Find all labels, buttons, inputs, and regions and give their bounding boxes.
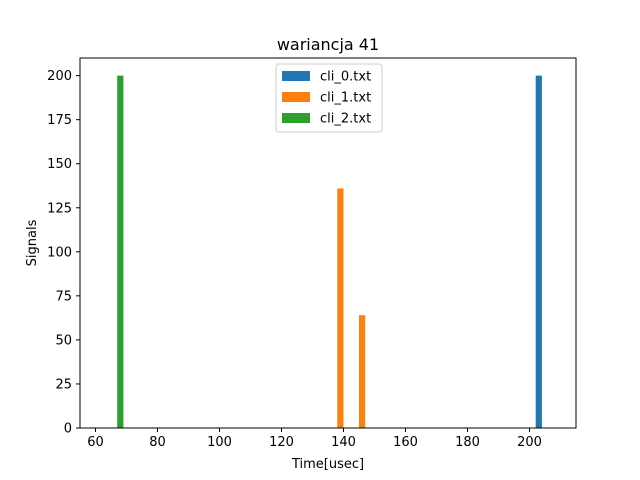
ticks-layer: 60 80 100 120 140 160 180 200 0 25 50 75 100 125 150 17… [47, 69, 542, 450]
y-tick-label-125: 125 [47, 201, 72, 216]
legend-swatch-cli-1-txt [282, 92, 310, 102]
x-axis-label: Time[usec] [291, 457, 364, 472]
bar-cli-1-txt-1 [359, 315, 366, 428]
legend-swatch-cli-0-txt [282, 71, 310, 81]
y-tick-label-75: 75 [55, 289, 72, 304]
x-tick-label-200: 200 [517, 435, 542, 450]
y-axis-label: Signals [25, 219, 40, 266]
y-tick-label-50: 50 [55, 333, 72, 348]
y-tick-label-150: 150 [47, 157, 72, 172]
chart-title: wariancja 41 [277, 35, 379, 54]
x-tick-label-60: 60 [87, 435, 104, 450]
x-tick-label-120: 120 [269, 435, 294, 450]
legend-label-cli-1-txt: cli_1.txt [320, 91, 371, 106]
bar-cli-2-txt-0 [117, 75, 124, 429]
x-tick-label-180: 180 [455, 435, 480, 450]
legend-label-cli-0-txt: cli_0.txt [320, 70, 371, 85]
x-tick-label-140: 140 [331, 435, 356, 450]
y-tick-label-0: 0 [64, 422, 72, 437]
y-tick-label-100: 100 [47, 245, 72, 260]
bar-cli-1-txt-0 [337, 188, 344, 428]
x-tick-label-100: 100 [207, 435, 232, 450]
legend-label-cli-2-txt: cli_2.txt [320, 112, 371, 127]
bar-cli-0-txt-0 [535, 75, 542, 429]
x-tick-label-80: 80 [149, 435, 166, 450]
legend: cli_0.txt cli_1.txt cli_2.txt [275, 63, 383, 133]
y-tick-label-200: 200 [47, 69, 72, 84]
x-tick-label-160: 160 [393, 435, 418, 450]
plot-frame [79, 57, 577, 429]
legend-swatch-cli-2-txt [282, 113, 310, 123]
bars-layer [117, 75, 542, 429]
y-tick-label-25: 25 [55, 377, 72, 392]
y-tick-label-175: 175 [47, 113, 72, 128]
